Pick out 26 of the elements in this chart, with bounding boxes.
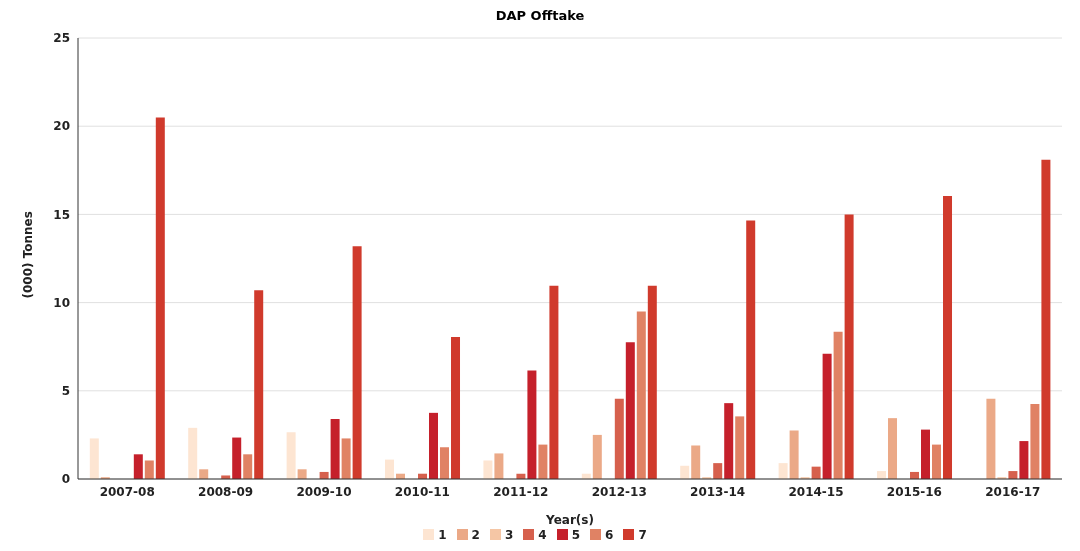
legend-label: 3	[504, 528, 514, 542]
x-tick-label: 2015-16	[886, 484, 942, 499]
x-axis-title: Year(s)	[545, 513, 594, 527]
x-tick-label: 2016-17	[985, 484, 1041, 499]
y-tick-label: 10	[53, 295, 70, 310]
y-tick-label: 20	[53, 119, 70, 134]
y-tick-label: 15	[53, 207, 70, 222]
legend-label: 5	[571, 528, 581, 542]
x-tick-label: 2010-11	[394, 484, 450, 499]
y-tick-label: 25	[53, 31, 70, 46]
x-tick-label: 2008-09	[198, 484, 254, 499]
y-tick-label: 0	[61, 472, 70, 487]
legend-label: 6	[605, 528, 614, 542]
x-tick-label: 2007-08	[99, 484, 155, 499]
x-tick-label: 2009-10	[296, 484, 352, 499]
x-tick-label: 2012-13	[591, 484, 647, 499]
legend-label: 4	[538, 528, 547, 542]
x-tick-label: 2013-14	[690, 484, 746, 499]
y-tick-label: 5	[61, 384, 70, 399]
legend-label: 7	[638, 528, 647, 542]
legend-label: 2	[471, 528, 480, 542]
chart-title: DAP Offtake	[494, 8, 586, 25]
x-tick-label: 2011-12	[493, 484, 549, 499]
x-tick-label: 2014-15	[788, 484, 844, 499]
y-axis-title: (000) Tonnes	[21, 211, 36, 299]
legend-label: 1	[438, 528, 447, 542]
